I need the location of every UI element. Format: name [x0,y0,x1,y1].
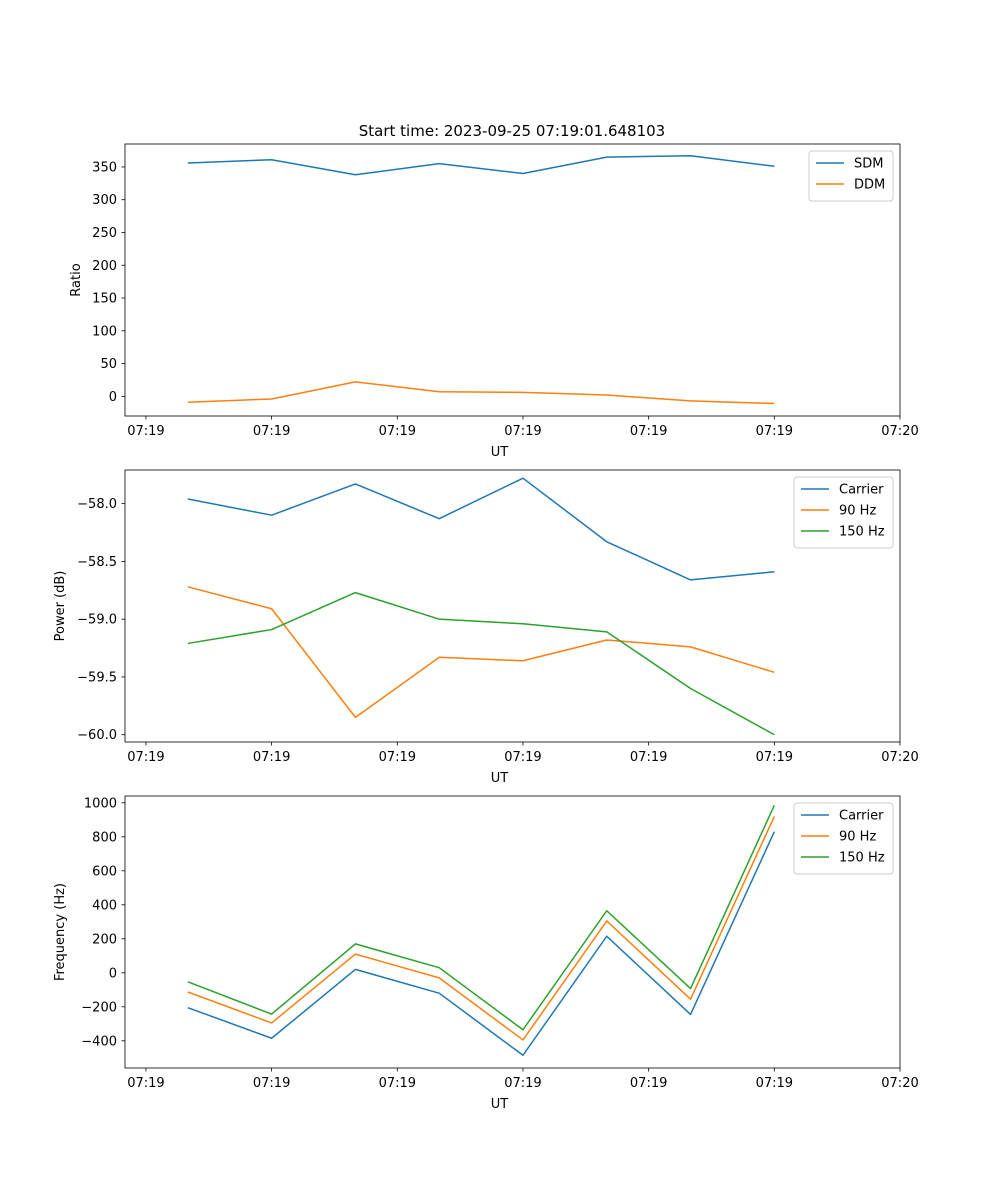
x-tick-label: 07:19 [379,1076,416,1091]
series-line-150-hz [187,805,776,1031]
x-tick-label: 07:19 [127,1076,164,1091]
x-axis-label: UT [491,1097,509,1112]
y-axis-label: Frequency (Hz) [53,883,68,981]
legend-label-90-hz: 90 Hz [839,504,876,519]
legend: SDM DDM [808,150,894,202]
series-line-90-hz [187,816,776,1041]
x-tick-label: 07:19 [504,1076,541,1091]
y-tick-label: −200 [81,1000,117,1015]
legend-label-carrier: Carrier [839,483,884,498]
panel-2-series [187,477,775,736]
axes-frame [124,469,901,743]
x-tick-label: 07:19 [127,750,164,765]
series-line-carrier [187,477,775,581]
y-tick-label: −59.5 [77,670,117,685]
x-tick-label: 07:19 [756,750,793,765]
x-tick-label: 07:19 [127,424,164,439]
x-tick-label: 07:20 [881,424,918,439]
y-tick-label: 350 [92,160,117,175]
axes-frame [124,143,901,417]
panel-1: 07:19 07:19 07:19 07:19 07:19 07:19 07:20 0 50 10… [69,143,919,460]
y-tick-label: −58.5 [77,555,117,570]
x-tick-label: 07:19 [379,750,416,765]
legend-label-ddm: DDM [854,178,885,193]
panel-3: 07:19 07:19 07:19 07:19 07:19 07:19 07:20 −400 −… [53,795,919,1112]
x-axis-label: UT [491,771,509,786]
y-tick-label: 0 [109,966,117,981]
series-line-carrier [187,831,776,1056]
y-tick-label: 200 [92,932,117,947]
x-tick-label: 07:19 [756,1076,793,1091]
y-tick-label: −58.0 [77,497,117,512]
y-axis-label: Power (dB) [53,571,68,642]
series-line-ddm [187,381,775,405]
panel-2: 07:19 07:19 07:19 07:19 07:19 07:19 07:20 −60.0… [53,469,919,786]
series-line-90-hz [187,586,775,719]
x-tick-label: 07:19 [504,750,541,765]
axes-frame [124,795,901,1069]
x-tick-label: 07:19 [630,424,667,439]
x-tick-label: 07:19 [253,424,290,439]
y-tick-label: 250 [92,226,117,241]
x-axis-label: UT [491,445,509,460]
y-tick-label: 300 [92,193,117,208]
y-tick-label: 1000 [84,796,117,811]
y-tick-label: 50 [100,357,117,372]
y-tick-label: −59.0 [77,613,117,628]
y-tick-label: 400 [92,898,117,913]
x-tick-label: 07:19 [630,750,667,765]
legend-label-150-hz: 150 Hz [839,525,885,540]
series-line-sdm [187,155,775,176]
series-line-150-hz [187,591,775,736]
y-tick-label: 0 [109,390,117,405]
legend: Carrier 90 Hz 150 Hz [793,802,894,875]
legend-label-150-hz: 150 Hz [839,851,885,866]
y-tick-label: 100 [92,324,117,339]
legend-label-90-hz: 90 Hz [839,830,876,845]
y-tick-label: −60.0 [77,728,117,743]
y-axis-label: Ratio [69,263,84,296]
panel-1-series [187,155,775,405]
x-tick-label: 07:19 [379,424,416,439]
x-tick-label: 07:19 [253,1076,290,1091]
panel-3-series [187,805,776,1056]
y-tick-label: 600 [92,864,117,879]
x-tick-label: 07:19 [253,750,290,765]
x-tick-label: 07:19 [756,424,793,439]
x-tick-label: 07:19 [630,1076,667,1091]
x-tick-label: 07:19 [504,424,541,439]
y-tick-label: 150 [92,292,117,307]
x-tick-label: 07:20 [881,1076,918,1091]
y-tick-label: 800 [92,830,117,845]
x-tick-label: 07:20 [881,750,918,765]
y-tick-label: −400 [81,1034,117,1049]
y-tick-label: 200 [92,259,117,274]
legend-label-carrier: Carrier [839,809,884,824]
figure-title: Start time: 2023-09-25 07:19:01.648103 [359,122,665,140]
legend-label-sdm: SDM [854,157,883,172]
legend: Carrier 90 Hz 150 Hz [793,476,894,549]
